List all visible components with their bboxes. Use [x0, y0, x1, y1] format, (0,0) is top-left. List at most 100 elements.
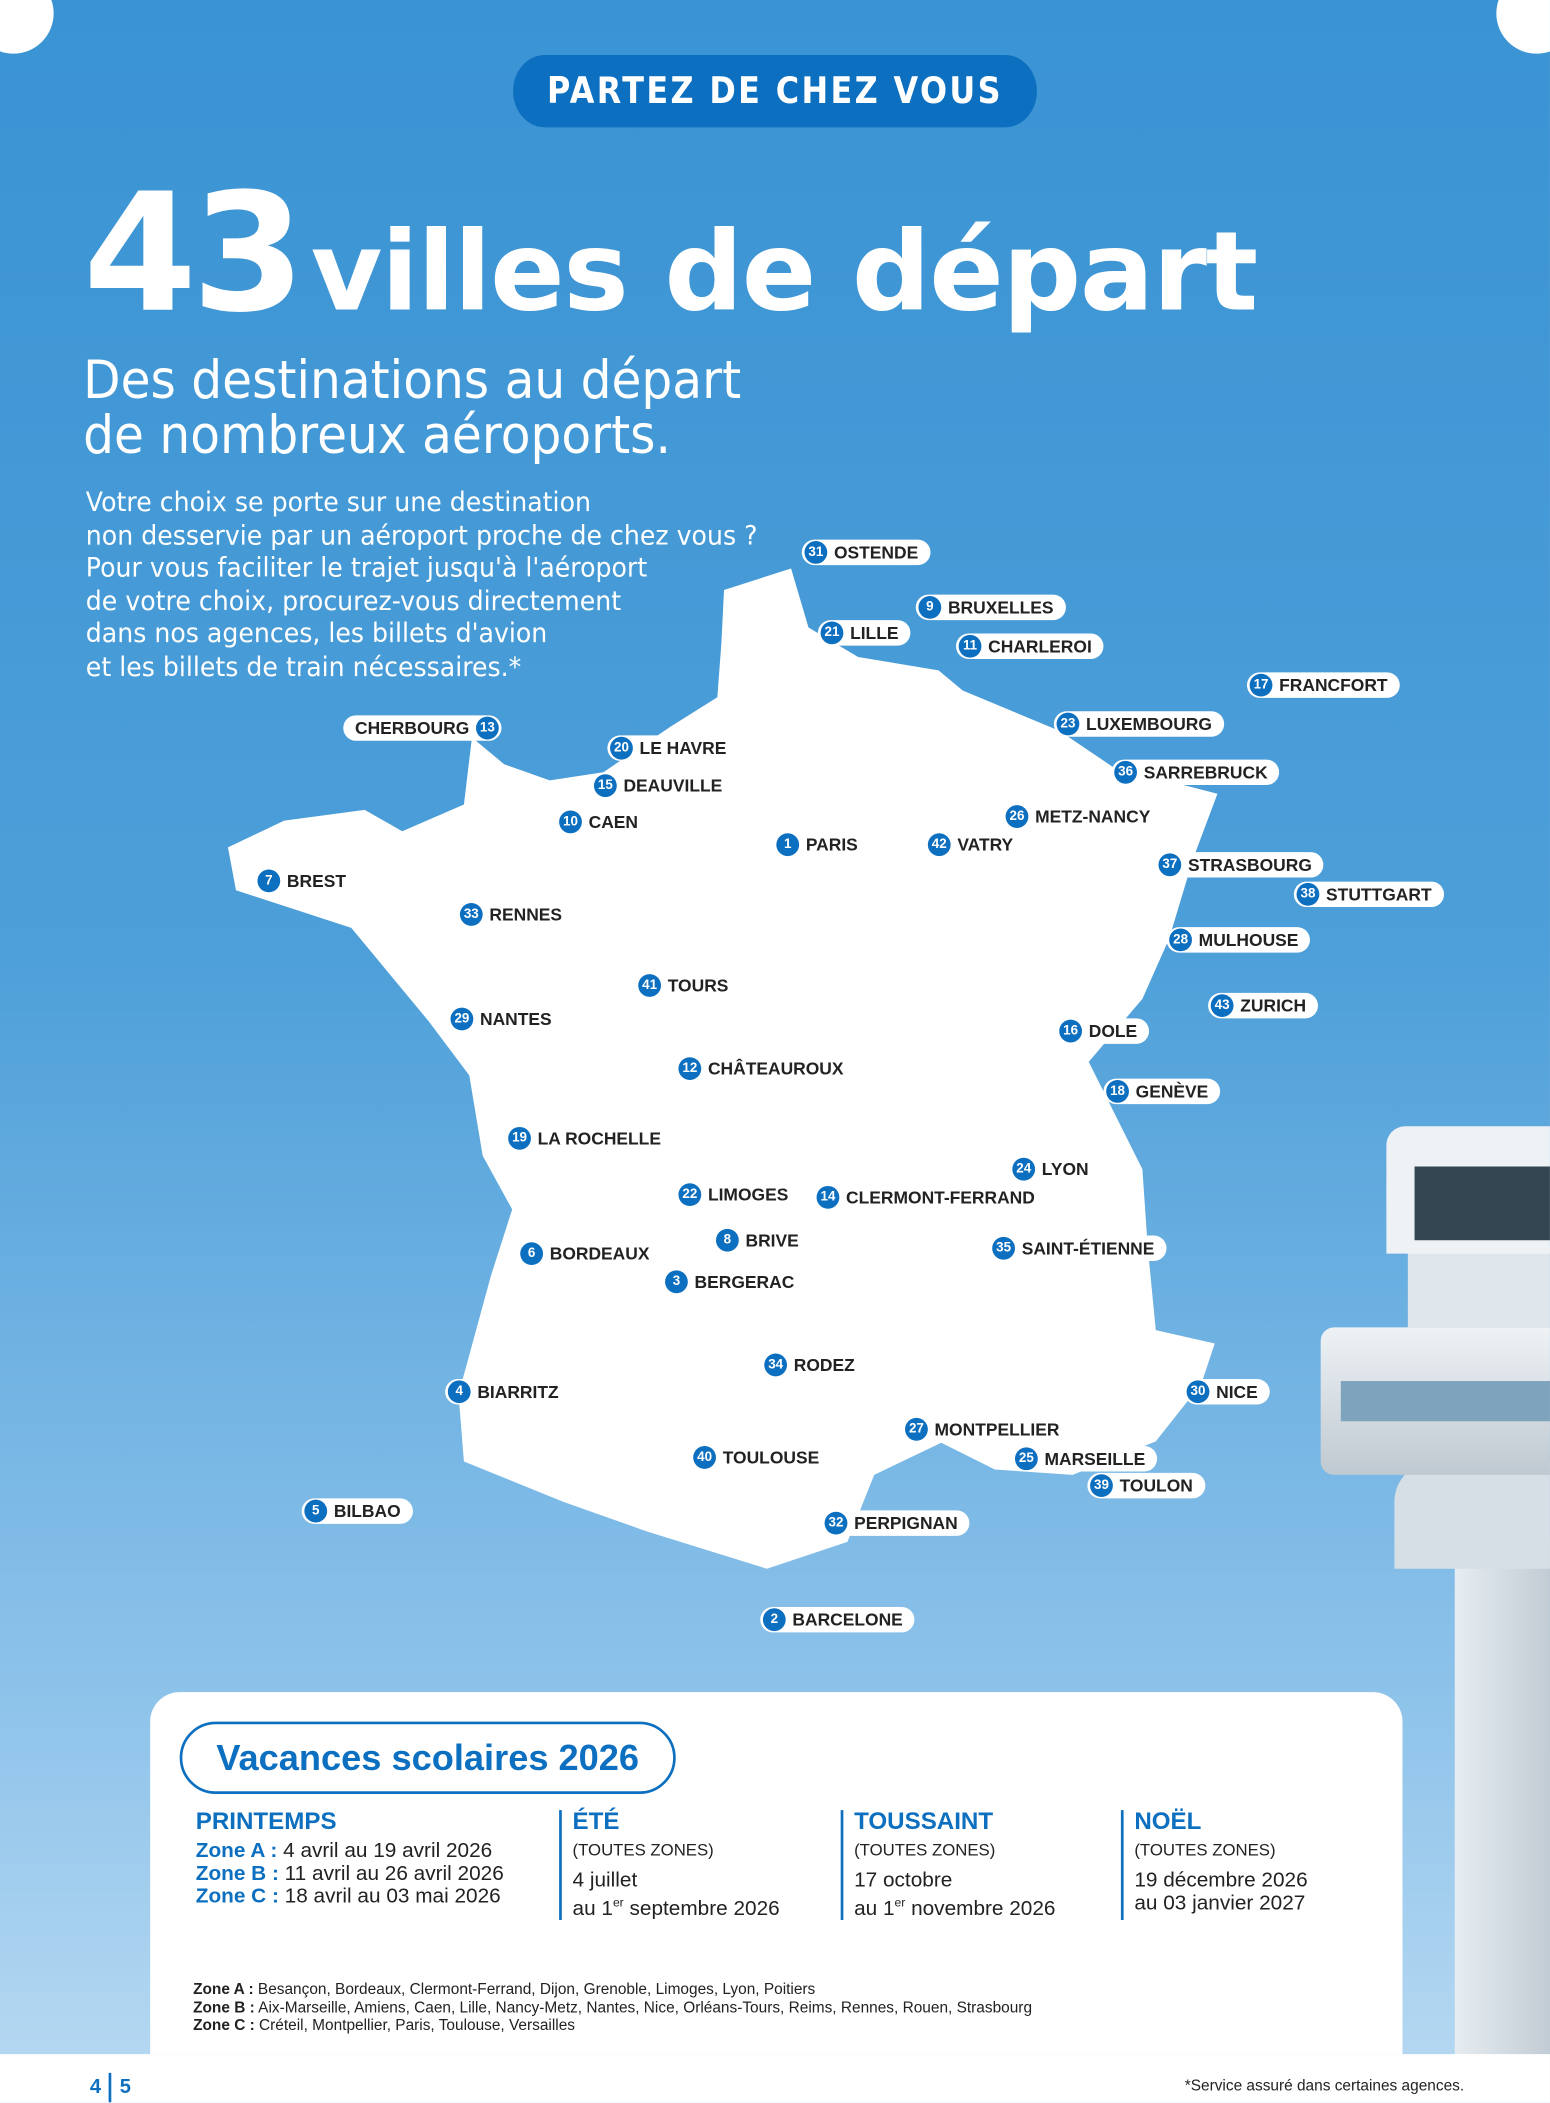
- city-name: BRUXELLES: [947, 597, 1054, 618]
- city-number-badge: 41: [638, 974, 662, 997]
- footnote: *Service assuré dans certaines agences.: [1184, 2078, 1465, 2095]
- city-number-badge: 19: [508, 1126, 531, 1150]
- city-label: 23 LUXEMBOURG: [1053, 711, 1225, 737]
- toussaint-column: TOUSSAINT (TOUTES ZONES) 17 octobre au 1…: [840, 1809, 1056, 1920]
- city-name: BERGERAC: [694, 1271, 795, 1292]
- city-number-badge: 6: [520, 1242, 544, 1266]
- holidays-title: Vacances scolaires 2026: [179, 1721, 676, 1794]
- city-number-badge: 37: [1158, 853, 1182, 877]
- city-label: 17 FRANCFORT: [1246, 672, 1400, 698]
- city-number-badge: 25: [1014, 1447, 1038, 1471]
- city-name: TOULOUSE: [722, 1447, 820, 1468]
- city-label: 21 LILLE: [817, 620, 911, 646]
- city-label: 37 STRASBOURG: [1155, 852, 1324, 878]
- city-label: 39 TOULON: [1087, 1472, 1205, 1499]
- subtitle: Des destinations au départ de nombreux aé…: [83, 354, 741, 464]
- city-label: 30 NICE: [1183, 1379, 1270, 1405]
- subtitle-line: de nombreux aéroports.: [83, 406, 671, 467]
- city-number-badge: 27: [905, 1417, 928, 1441]
- section-pill: PARTEZ DE CHEZ VOUS: [513, 54, 1037, 128]
- title-text: villes de départ: [310, 209, 1258, 337]
- city-number-badge: 18: [1106, 1080, 1129, 1103]
- city-name: CHARLEROI: [988, 636, 1092, 657]
- city-label: 43 ZURICH: [1208, 992, 1319, 1019]
- city-number-badge: 7: [257, 869, 281, 893]
- city-name: LILLE: [850, 622, 899, 643]
- city-number-badge: 43: [1210, 994, 1234, 1017]
- city-label: 34 RODEZ: [761, 1352, 867, 1378]
- city-label: 20 LE HAVRE: [607, 735, 739, 761]
- city-number-badge: 40: [693, 1446, 716, 1469]
- city-name: OSTENDE: [833, 542, 919, 563]
- city-name: CHERBOURG: [354, 717, 470, 739]
- city-number-badge: 24: [1012, 1157, 1036, 1181]
- city-name: ZURICH: [1240, 995, 1307, 1016]
- city-label: 22 LIMOGES: [675, 1181, 801, 1208]
- city-name: RENNES: [489, 904, 563, 925]
- city-label: 16 DOLE: [1056, 1018, 1150, 1044]
- city-label: 3 BERGERAC: [662, 1269, 807, 1295]
- city-name: LA ROCHELLE: [537, 1128, 661, 1149]
- city-name: STUTTGART: [1326, 884, 1432, 905]
- city-number-badge: 1: [776, 833, 800, 857]
- printemps-column: PRINTEMPS Zone A : 4 avril au 19 avril 2…: [195, 1809, 504, 1908]
- city-label: 38 STUTTGART: [1293, 881, 1444, 908]
- city-number-badge: 20: [610, 736, 633, 760]
- city-label: 6 BORDEAUX: [517, 1240, 662, 1267]
- city-label: 12 CHÂTEAUROUX: [675, 1055, 856, 1082]
- city-number-badge: 28: [1169, 928, 1192, 952]
- city-number-badge: 42: [927, 833, 951, 857]
- city-number-badge: 10: [559, 810, 582, 834]
- dates-line: au 03 janvier 2027: [1134, 1891, 1306, 1915]
- dates-line: 4 juillet: [572, 1869, 638, 1892]
- city-number-badge: 15: [593, 774, 617, 798]
- city-label: 11 CHARLEROI: [955, 633, 1104, 660]
- city-label: 13 CHERBOURG: [342, 715, 502, 741]
- city-name: NICE: [1216, 1381, 1258, 1402]
- city-name: LIMOGES: [707, 1184, 789, 1205]
- city-label: 9 BRUXELLES: [915, 594, 1066, 621]
- zones-note: (TOUTES ZONES): [1134, 1840, 1276, 1860]
- zones-note: (TOUTES ZONES): [854, 1840, 996, 1860]
- column-title: NOËL: [1134, 1807, 1202, 1835]
- city-label: 27 MONTPELLIER: [902, 1416, 1072, 1443]
- dates-line: 17 octobre: [854, 1869, 953, 1892]
- city-name: PARIS: [805, 834, 858, 855]
- city-name: FRANCFORT: [1279, 675, 1388, 696]
- city-name: BORDEAUX: [549, 1243, 650, 1264]
- city-number-badge: 8: [715, 1228, 739, 1252]
- city-number-badge: 33: [459, 903, 483, 926]
- city-number-badge: 11: [958, 634, 982, 658]
- city-name: PERPIGNAN: [854, 1513, 958, 1534]
- city-label: 25 MARSEILLE: [1012, 1446, 1158, 1472]
- city-name: VATRY: [957, 834, 1014, 855]
- city-name: LE HAVRE: [639, 738, 727, 759]
- city-label: 15 DEAUVILLE: [591, 772, 735, 799]
- city-label: 36 SARREBRUCK: [1111, 759, 1280, 786]
- city-number-badge: 3: [665, 1270, 688, 1294]
- city-number-badge: 16: [1059, 1019, 1083, 1043]
- city-number-badge: 32: [824, 1511, 848, 1535]
- city-label: 24 LYON: [1009, 1156, 1101, 1182]
- zone-dates: 18 avril au 03 mai 2026: [278, 1885, 501, 1908]
- city-name: BREST: [286, 870, 347, 891]
- city-number-badge: 12: [678, 1057, 702, 1081]
- school-holidays-panel: Vacances scolaires 2026 PRINTEMPS Zone A…: [150, 1692, 1403, 2055]
- zone-label: Zone B :: [195, 1862, 279, 1886]
- city-name: TOURS: [667, 975, 729, 996]
- city-number-badge: 31: [804, 541, 828, 564]
- city-label: 8 BRIVE: [713, 1227, 811, 1253]
- city-name: CHÂTEAUROUX: [707, 1058, 844, 1079]
- column-title: ÉTÉ: [572, 1807, 620, 1835]
- city-number-badge: 2: [762, 1608, 786, 1632]
- city-name: MARSEILLE: [1044, 1448, 1146, 1469]
- city-label: 41 TOURS: [635, 972, 741, 999]
- city-name: SAINT-ÉTIENNE: [1021, 1238, 1155, 1259]
- city-label: 4 BIARRITZ: [445, 1379, 571, 1405]
- page-title: 43 villes de départ: [83, 158, 1258, 348]
- city-name: CAEN: [588, 811, 639, 832]
- city-label: 14 CLERMONT-FERRAND: [813, 1184, 1047, 1211]
- city-label: 1 PARIS: [773, 831, 870, 858]
- city-label: 2 BARCELONE: [760, 1606, 915, 1633]
